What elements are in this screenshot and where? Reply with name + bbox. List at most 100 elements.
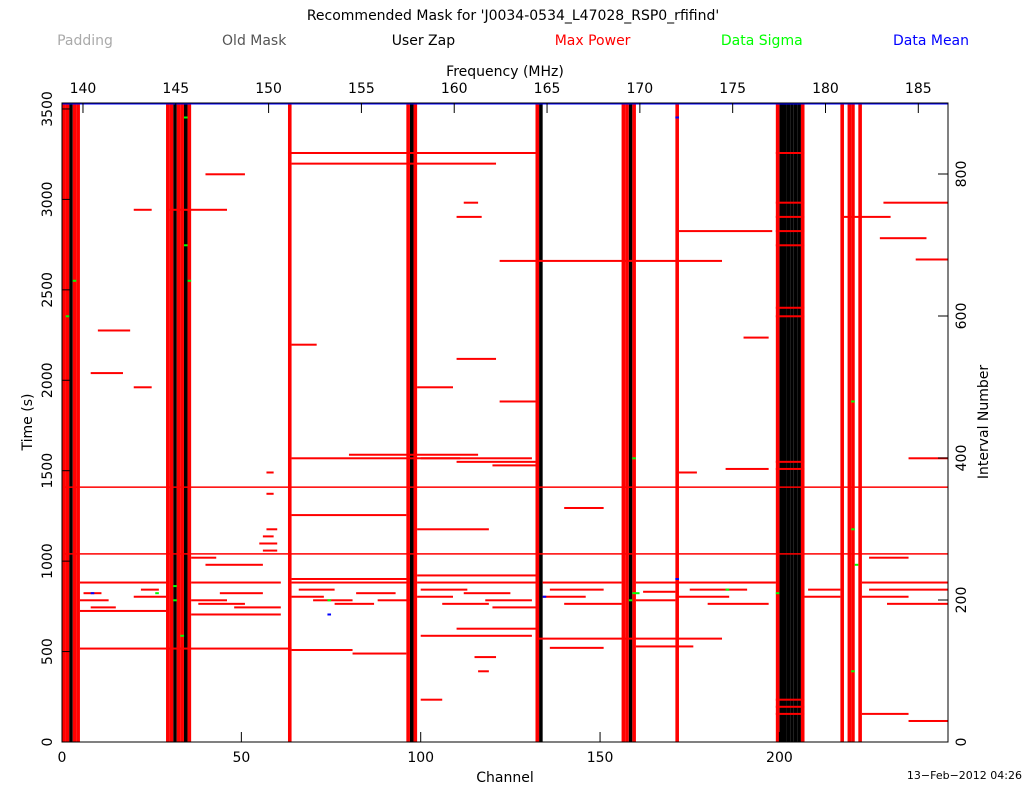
- masked-cell: [463, 201, 479, 204]
- masked-cell: [725, 467, 769, 470]
- masked-cell: [291, 343, 317, 346]
- masked-cell: [564, 506, 604, 509]
- masked-channel: [628, 103, 633, 742]
- masked-cell: [499, 400, 536, 403]
- masked-cell: [173, 599, 177, 602]
- masked-channel: [187, 103, 192, 742]
- masked-cell: [191, 581, 281, 584]
- masked-cell: [861, 712, 909, 715]
- masked-cell: [266, 492, 274, 495]
- y-tick-label: 0: [40, 738, 56, 747]
- y-tick-label: 3000: [40, 182, 56, 218]
- masked-channel: [793, 103, 798, 742]
- legend-entry: User Zap: [392, 33, 456, 49]
- masked-cell: [334, 602, 375, 605]
- masked-cell: [775, 244, 805, 247]
- x2-tick-label: 185: [905, 81, 932, 97]
- masked-cell: [417, 574, 536, 577]
- masked-channel: [535, 103, 540, 742]
- masked-cell: [775, 460, 805, 463]
- masked-cell: [725, 588, 730, 591]
- masked-cell: [675, 577, 679, 580]
- masked-cell: [689, 588, 748, 591]
- masked-cell: [542, 595, 586, 598]
- x-tick-label: 100: [407, 750, 434, 766]
- y2-axis-label: Interval Number: [976, 365, 992, 480]
- masked-channel: [786, 103, 791, 742]
- masked-cell: [808, 588, 841, 591]
- masked-cell: [183, 244, 188, 247]
- masked-cell: [417, 528, 489, 531]
- masked-channel: [65, 103, 70, 742]
- y2-tick-label: 400: [954, 445, 970, 472]
- masked-cell: [133, 595, 167, 598]
- chart-title: Recommended Mask for 'J0034-0534_L47028_…: [307, 8, 719, 24]
- masked-cell: [169, 208, 228, 211]
- masked-channel: [840, 103, 844, 742]
- masked-cell: [327, 613, 332, 616]
- masked-cell: [291, 162, 497, 165]
- masked-channel: [621, 103, 626, 742]
- masked-cell: [485, 599, 532, 602]
- masked-cell: [861, 581, 948, 584]
- y2-tick-label: 600: [954, 303, 970, 330]
- masked-cell: [775, 315, 805, 318]
- masked-cell: [775, 201, 805, 204]
- masked-cell: [259, 542, 278, 545]
- masked-cell: [133, 386, 152, 389]
- masked-cell: [883, 201, 948, 204]
- masked-cell: [377, 599, 410, 602]
- masked-cell: [843, 215, 891, 218]
- x2-tick-label: 175: [719, 81, 746, 97]
- masked-channel: [76, 103, 80, 742]
- masked-cell: [775, 306, 805, 309]
- masked-cell: [775, 230, 805, 233]
- legend-entry: Data Sigma: [721, 33, 803, 49]
- masked-cell: [313, 599, 353, 602]
- y-tick-label: 2000: [40, 362, 56, 398]
- masked-channel: [797, 103, 801, 742]
- masked-cell: [356, 592, 396, 595]
- masked-cell: [632, 592, 640, 595]
- masked-cell: [539, 637, 723, 640]
- masked-cell: [851, 670, 855, 673]
- masked-cell: [707, 602, 769, 605]
- masked-cell: [456, 357, 497, 360]
- masked-cell: [291, 595, 324, 598]
- masked-cell: [887, 602, 948, 605]
- masked-cell: [90, 372, 123, 375]
- masked-cell: [291, 581, 410, 584]
- masked-cell: [499, 259, 723, 262]
- masked-cell: [417, 595, 453, 598]
- legend-entry: Data Mean: [893, 33, 969, 49]
- masked-cell: [266, 471, 274, 474]
- masked-channel: [858, 103, 862, 742]
- x2-tick-label: 160: [441, 81, 468, 97]
- masked-channel: [632, 103, 636, 742]
- x2-axis-label: Frequency (MHz): [446, 64, 564, 80]
- masked-cell: [908, 719, 948, 722]
- masked-cell: [266, 528, 278, 531]
- masked-cell: [635, 599, 676, 602]
- masked-cell: [72, 279, 77, 282]
- masked-cell: [262, 549, 278, 552]
- masked-cell: [173, 585, 177, 588]
- x-tick-label: 150: [587, 750, 614, 766]
- masked-cell: [775, 698, 805, 701]
- masked-cell: [417, 386, 453, 389]
- x2-tick-label: 140: [70, 81, 97, 97]
- masked-channel: [675, 103, 679, 742]
- masked-cell: [474, 656, 497, 659]
- masked-cell: [79, 581, 167, 584]
- masked-cell: [775, 215, 805, 218]
- masked-cell: [804, 595, 841, 598]
- masked-interval: [62, 553, 948, 555]
- date-stamp: 13−Feb−2012 04:26: [907, 769, 1022, 782]
- masked-cell: [678, 230, 773, 233]
- x-tick-label: 50: [232, 750, 250, 766]
- masked-cell: [456, 460, 536, 463]
- masked-cell: [851, 528, 855, 531]
- masked-cell: [79, 609, 167, 612]
- y2-tick-label: 800: [954, 161, 970, 188]
